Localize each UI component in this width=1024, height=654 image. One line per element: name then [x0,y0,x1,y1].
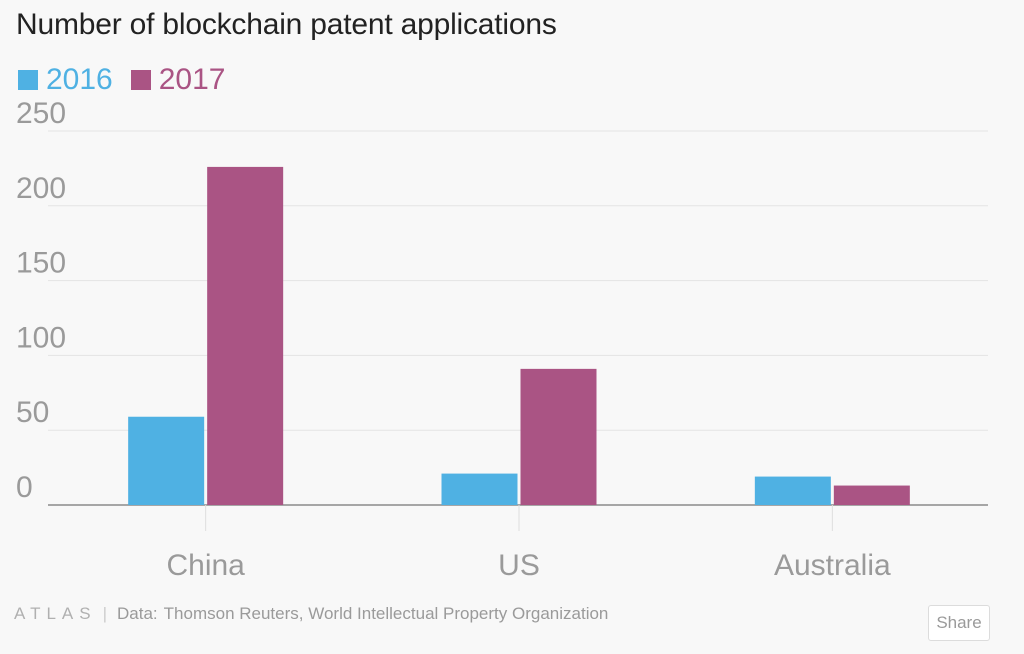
bar-2017-us [520,368,597,505]
y-tick-label: 150 [16,247,66,280]
legend-label-2016: 2016 [46,63,113,96]
bar-2016-us [441,473,518,505]
y-tick-label: 100 [16,321,66,354]
footer: ATLAS | Data: Thomson Reuters, World Int… [14,604,608,624]
x-tick-label: China [166,549,245,582]
y-tick-label: 200 [16,172,66,205]
legend-item-2017: 2017 [130,60,226,100]
y-tick-label: 250 [16,97,66,130]
share-button[interactable]: Share [928,605,990,641]
x-tick-label: US [498,549,540,582]
bar-2016-china [128,416,205,505]
legend-swatch-2016 [18,70,38,90]
chart-title: Number of blockchain patent applications [16,8,557,41]
bar-2017-china [207,166,284,506]
x-tick-label: Australia [774,549,891,582]
y-tick-label: 50 [16,396,49,429]
atlas-logo: ATLAS [14,604,97,623]
legend: 2016 2017 [18,60,226,100]
y-tick-label: 0 [16,471,33,504]
bar-2017-australia [833,485,910,505]
legend-swatch-2017 [130,70,151,90]
bar-2016-australia [754,476,831,505]
bar-chart: 0 50 100 150 200 250 China US Australia [16,97,988,582]
footer-separator: | [102,604,108,623]
legend-item-2016: 2016 [18,60,113,100]
footer-source: Thomson Reuters, World Intellectual Prop… [163,604,609,623]
footer-data-prefix: Data: [117,604,158,623]
legend-label-2017: 2017 [158,63,226,96]
